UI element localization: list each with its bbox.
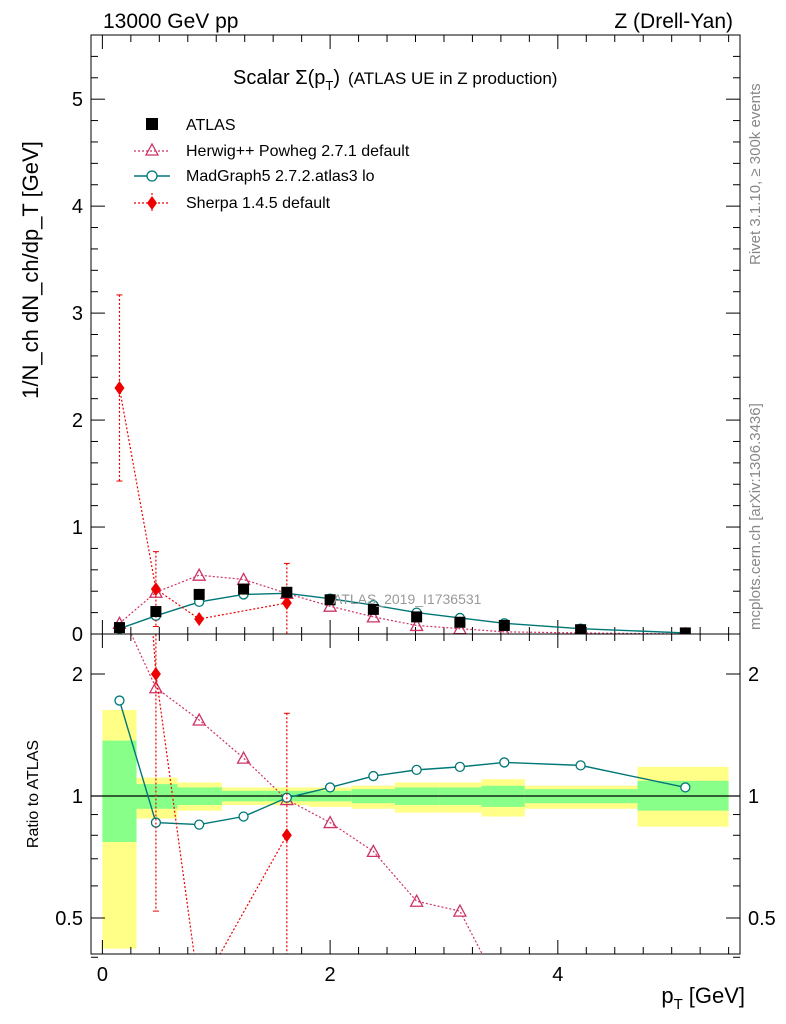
ratio-ylabel: Ratio to ATLAS (25, 740, 42, 848)
ratio-marks (114, 634, 691, 954)
herwig-point (499, 624, 510, 634)
ratio-madgraph-point (114, 695, 125, 706)
main-marks (112, 294, 691, 634)
ratio-bands (102, 710, 729, 949)
main-axes: 0 1 2 3 4 5 (72, 35, 740, 646)
legend-marker-herwig (144, 142, 160, 156)
ratio-madgraph-point (368, 770, 379, 782)
ratio-madgraph-point (194, 819, 205, 830)
sherpa-line (118, 387, 287, 620)
main-ylabel: 1/N_ch dN_ch/dp_T [GeV] (18, 141, 43, 399)
herwig-point (192, 567, 207, 581)
atlas-point (575, 624, 587, 634)
ratio-xtick-label: 2 (325, 964, 336, 986)
ratio-frame (90, 633, 741, 955)
chart-title: Scalar Σ(pT) (ATLAS UE in Z production) (233, 67, 557, 93)
ratio-herwig-point (409, 893, 424, 907)
legend-label-sherpa: Sherpa 1.4.5 default (186, 195, 331, 212)
ratio-madgraph-point (324, 782, 336, 793)
ratio-sherpa-point (150, 667, 161, 681)
atlas-point (281, 586, 293, 598)
atlas-point (454, 616, 466, 628)
ratio-ytick-label-right: 1 (748, 786, 759, 808)
herwig-point (409, 618, 424, 632)
x-axis-label: pT [GeV] (661, 983, 745, 1013)
madgraph-line (119, 592, 686, 634)
ratio-axes: 0 2 4 0.5 0.5 1 1 2 2 (55, 634, 776, 986)
main-ytick-label: 5 (72, 89, 83, 111)
sherpa-point (194, 612, 205, 627)
legend-label-atlas: ATLAS (186, 117, 236, 134)
atlas-point (150, 606, 162, 618)
ratio-xtick-label: 0 (97, 964, 108, 986)
atlas-point (367, 603, 379, 615)
atlas-point (679, 627, 691, 634)
herwig-point (236, 572, 251, 586)
atlas-point (498, 619, 510, 631)
herwig-point (366, 609, 381, 623)
main-ytick-label: 0 (72, 624, 83, 646)
sherpa-point (281, 595, 292, 610)
main-ytick-label: 1 (72, 517, 83, 539)
ratio-ytick-label: 2 (72, 664, 83, 686)
atlas-point (411, 611, 423, 623)
main-ylabel-text: 1/N_ch dN_ch/dp_T [GeV] (18, 141, 43, 399)
legend-marker-sherpa (147, 196, 157, 210)
ratio-sherpa-point (281, 828, 292, 843)
legend-marker-atlas (146, 118, 158, 130)
mcplots-label: mcplots.cern.ch [arXiv:1306.3436] (747, 403, 764, 630)
ratio-herwig-point (452, 903, 468, 917)
ratio-ytick-label: 1 (72, 786, 83, 808)
legend-label-madgraph: MadGraph5 2.7.2.atlas3 lo (186, 168, 375, 185)
ratio-herwig-point (323, 815, 338, 829)
analysis-watermark: ATLAS_2019_I1736531 (333, 591, 482, 607)
header-right: Z (Drell-Yan) (614, 10, 733, 33)
ratio-herwig-point (366, 844, 381, 858)
header-left: 13000 GeV pp (103, 10, 238, 33)
ratio-madgraph-line (118, 700, 686, 826)
legend: ATLAS Herwig++ Powheg 2.7.1 default MadG… (134, 117, 410, 213)
ratio-herwig-point (148, 680, 163, 694)
ratio-band-inner (102, 740, 137, 843)
ratio-madgraph-point (411, 764, 422, 776)
rivet-label: Rivet 3.1.10, ≥ 300k events (747, 83, 764, 265)
ratio-ytick-label-right: 2 (748, 664, 759, 686)
ratio-herwig-point (236, 750, 251, 764)
atlas-point (238, 583, 250, 595)
main-ytick-label: 3 (72, 303, 83, 325)
main-ytick-label: 2 (72, 410, 83, 432)
atlas-point (324, 594, 336, 606)
ratio-herwig-line (130, 634, 483, 954)
herwig-point (323, 598, 338, 612)
ratio-madgraph-point (499, 757, 510, 768)
ratio-xtick-label: 4 (552, 964, 563, 986)
sherpa-point (114, 380, 125, 395)
ratio-herwig-point (192, 712, 207, 726)
legend-marker-madgraph (146, 170, 158, 182)
ratio-madgraph-point (238, 811, 249, 822)
ratio-madgraph-point (454, 761, 466, 773)
legend-label-herwig: Herwig++ Powheg 2.7.1 default (186, 143, 410, 160)
sherpa-point (150, 582, 161, 597)
ratio-madgraph-point (680, 782, 691, 793)
atlas-point (193, 588, 205, 600)
atlas-point (113, 622, 125, 634)
ratio-ytick-label: 0.5 (55, 908, 83, 930)
ratio-sherpa-line (152, 634, 288, 954)
main-ytick-label: 4 (72, 196, 83, 218)
ratio-madgraph-point (575, 760, 586, 771)
ratio-ytick-label-right: 0.5 (748, 908, 776, 930)
